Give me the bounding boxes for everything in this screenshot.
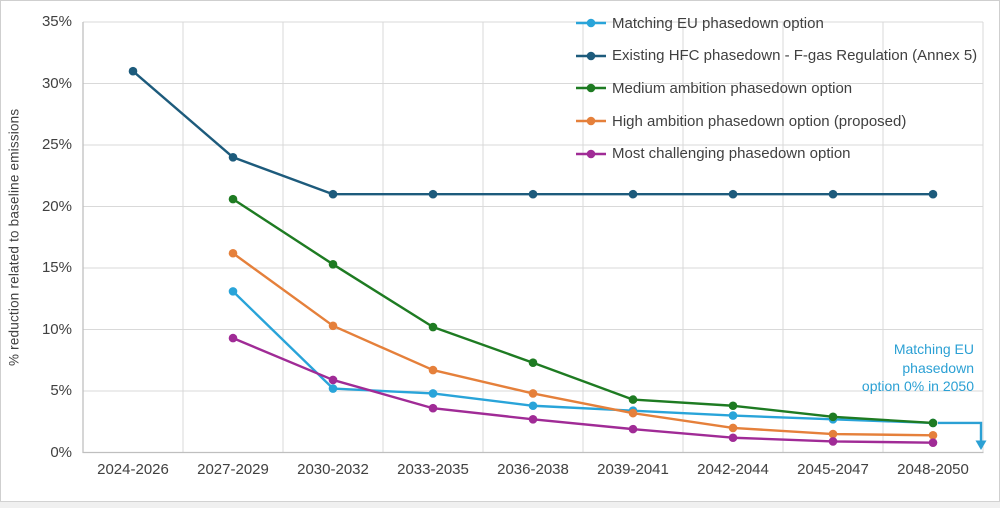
- y-tick-label: 20%: [41, 197, 72, 215]
- x-tick-label: 2030-2032: [297, 461, 369, 478]
- legend-label: Most challenging phasedown option: [612, 145, 851, 163]
- y-tick-label: 10%: [41, 320, 72, 338]
- x-tick-label: 2027-2029: [197, 461, 269, 478]
- line-marker-icon: [576, 84, 606, 93]
- legend-item: Matching EU phasedown option: [576, 7, 977, 40]
- annotation-line: Matching EU: [893, 341, 974, 357]
- legend-item: Existing HFC phasedown - F-gas Regulatio…: [576, 40, 977, 73]
- x-tick-label: 2036-2038: [497, 461, 569, 478]
- x-tick-label: 2042-2044: [697, 461, 769, 478]
- line-marker-icon: [576, 18, 606, 28]
- legend-label: Matching EU phasedown option: [612, 14, 824, 32]
- x-tick-label: 2048-2050: [897, 461, 969, 478]
- x-tick-label: 2024-2026: [97, 461, 169, 478]
- legend-item: Medium ambition phasedown option: [576, 72, 977, 105]
- y-tick-label: 15%: [41, 259, 72, 276]
- y-tick-label: 25%: [41, 136, 72, 153]
- annotation-line: phasedown: [902, 359, 974, 376]
- legend: Matching EU phasedown option Existing HF…: [576, 7, 977, 170]
- y-tick-label: 0%: [50, 443, 72, 461]
- line-marker-icon: [576, 51, 606, 61]
- x-tick-label: 2045-2047: [797, 461, 869, 478]
- legend-label: Existing HFC phasedown - F-gas Regulatio…: [612, 47, 978, 65]
- line-marker-icon: [576, 149, 606, 158]
- annotation-line: option 0% in 2050: [861, 378, 974, 394]
- y-tick-label: 35%: [41, 13, 72, 30]
- legend-label: Medium ambition phasedown option: [612, 79, 853, 97]
- annotation-text: Matching EU phasedown option 0% in 2050: [774, 340, 974, 396]
- legend-item: Most challenging phasedown option: [576, 137, 977, 170]
- legend-label: High ambition phasedown option (proposed…: [612, 112, 907, 130]
- x-tick-label: 2033-2035: [397, 461, 469, 478]
- x-tick-label: 2039-2041: [597, 461, 669, 478]
- window-edge: [0, 501, 1000, 508]
- legend-item: High ambition phasedown option (proposed…: [576, 105, 977, 138]
- y-tick-label: 5%: [50, 382, 72, 399]
- y-tick-label: 30%: [41, 74, 72, 92]
- line-marker-icon: [576, 116, 606, 126]
